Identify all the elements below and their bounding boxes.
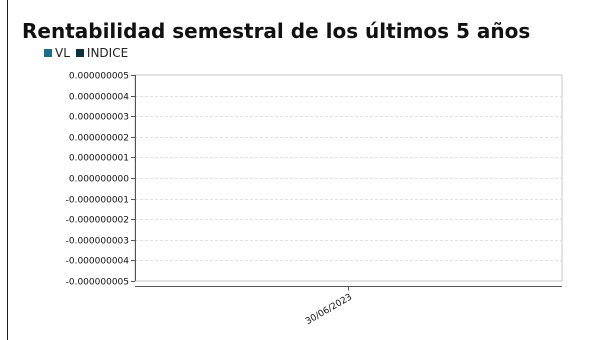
chart-title: Rentabilidad semestral de los últimos 5 …	[22, 19, 531, 43]
y-tick-label: -0.000000004	[66, 257, 130, 267]
legend-label-indice: INDICE	[86, 46, 129, 60]
y-tick-label: -0.000000003	[66, 237, 129, 247]
legend-item-indice[interactable]: INDICE	[75, 46, 129, 60]
y-tick-label: -0.000000001	[66, 196, 129, 206]
chart-legend: VL INDICE	[44, 46, 134, 60]
y-tick-label: -0.000000002	[66, 216, 129, 226]
legend-label-vl: VL	[55, 46, 70, 60]
legend-swatch-vl	[44, 49, 52, 57]
y-tick-label: 0.000000005	[69, 72, 129, 82]
legend-item-vl[interactable]: VL	[44, 46, 70, 60]
legend-swatch-indice	[75, 49, 84, 57]
y-tick-label: 0.000000001	[69, 154, 129, 164]
y-tick-label: 0.000000004	[69, 93, 129, 103]
y-tick-label: 0.000000002	[69, 134, 129, 144]
frame-border	[7, 0, 8, 340]
y-tick-label: 0.000000003	[69, 113, 129, 123]
y-tick-label: -0.000000005	[66, 278, 129, 288]
y-tick-label: 0.000000000	[69, 175, 129, 185]
x-tick-label: 30/06/2023	[304, 292, 354, 327]
